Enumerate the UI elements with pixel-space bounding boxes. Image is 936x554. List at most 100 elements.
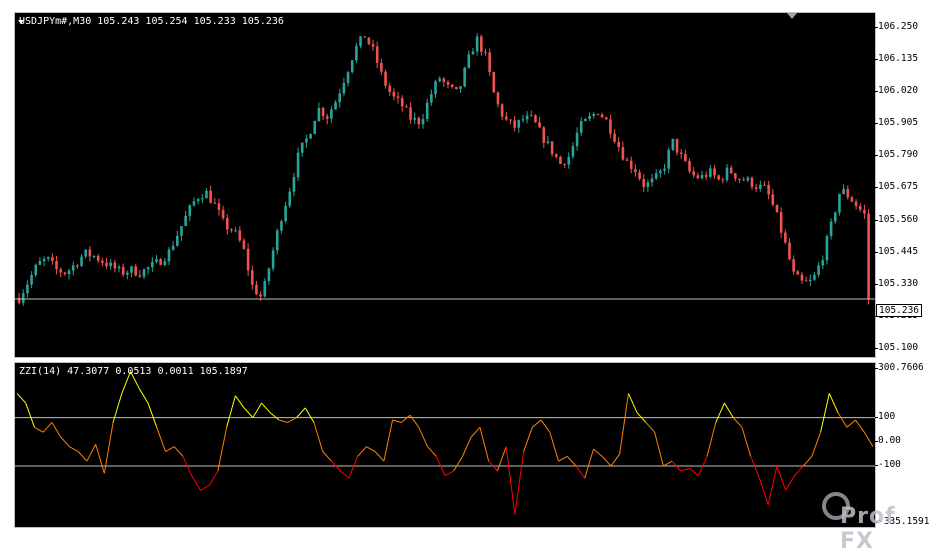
candle-body: [121, 266, 125, 275]
candle-body: [80, 256, 83, 266]
price-axis[interactable]: 106.250 106.135 106.020 105.905 105.790 105.6…: [874, 12, 936, 358]
candle-body: [808, 279, 812, 282]
candle-body: [796, 271, 800, 275]
candle-body: [159, 259, 162, 265]
candle-body: [754, 187, 758, 189]
candle-body: [525, 115, 529, 120]
zzi-line-segment: [680, 467, 690, 472]
candle-body: [325, 116, 329, 119]
indicator-panel[interactable]: ZZI(14) 47.3077 0.0513 0.0011 105.1897: [14, 362, 877, 528]
candle-body: [804, 280, 808, 282]
candle-body: [63, 272, 67, 275]
candle-body: [596, 114, 600, 116]
candle-body: [654, 173, 658, 179]
candle-body: [434, 81, 437, 95]
candle-body: [38, 261, 42, 265]
candle-body: [146, 267, 150, 270]
price-tick-label: 105.675: [874, 181, 919, 193]
zzi-line-segment: [584, 448, 594, 479]
candle-body: [517, 120, 521, 128]
zzi-line-segment: [269, 412, 280, 421]
candle-body: [425, 102, 429, 120]
indicator-tick-label: -100: [875, 459, 901, 471]
candle-body: [388, 85, 392, 92]
title-dropdown-icon[interactable]: [18, 20, 24, 24]
zzi-line-segment: [549, 432, 560, 462]
candle-body: [109, 262, 112, 267]
candle-body: [188, 205, 192, 216]
candle-body: [446, 81, 450, 85]
zzi-line-segment: [278, 419, 288, 423]
candle-body: [467, 54, 471, 68]
zzi-line-segment: [776, 465, 787, 491]
zzi-line-segment: [724, 402, 734, 418]
indicator-axis[interactable]: 300.7606 100 0.00 -100 -335.1591: [874, 362, 936, 528]
candle-body: [313, 120, 317, 135]
candle-body: [833, 212, 837, 222]
watermark-text: Prof FX: [840, 504, 896, 554]
candle-body: [300, 142, 304, 153]
zzi-line-segment: [732, 417, 743, 428]
candle-body: [296, 152, 300, 178]
candle-body: [621, 147, 625, 160]
candle-body: [34, 264, 38, 276]
candle-body: [138, 275, 142, 277]
candle-body: [242, 240, 246, 249]
candle-body: [842, 188, 845, 195]
candle-body: [529, 115, 533, 117]
candle-body: [838, 194, 841, 213]
candle-body: [292, 177, 296, 192]
candle-body: [101, 260, 104, 263]
zzi-line-segment: [208, 470, 219, 486]
zzi-line-segment: [479, 427, 490, 462]
candle-body: [176, 235, 179, 246]
candle-body: [342, 83, 346, 94]
candle-body: [142, 269, 146, 277]
zzi-line-segment: [523, 427, 533, 452]
candle-body: [267, 268, 271, 282]
prof-fx-watermark: Prof FX: [812, 490, 936, 554]
candle-body: [513, 120, 516, 128]
candle-body: [492, 72, 496, 93]
candle-body: [471, 51, 475, 55]
candle-body: [634, 169, 637, 173]
candle-body: [405, 106, 408, 108]
candle-body: [413, 117, 416, 120]
candle-body: [538, 122, 541, 128]
candle-body: [829, 221, 833, 237]
candle-body: [55, 261, 58, 270]
zzi-line-segment: [462, 436, 472, 457]
candle-body: [700, 174, 704, 179]
candle-body: [234, 230, 237, 232]
candle-body: [721, 179, 725, 181]
candle-body: [779, 212, 783, 233]
candle-body: [338, 93, 342, 103]
candle-body: [321, 107, 325, 117]
candle-body: [26, 284, 29, 294]
chart-shift-marker-icon[interactable]: [787, 13, 797, 19]
candle-body: [305, 138, 308, 143]
candle-body: [604, 117, 608, 120]
candle-body: [679, 152, 683, 154]
candle-body: [317, 107, 321, 121]
candle-body: [729, 167, 733, 174]
candle-body: [767, 184, 770, 195]
candle-body: [134, 266, 137, 276]
candle-body: [371, 44, 375, 47]
candle-body: [488, 52, 491, 73]
candle-body: [746, 177, 750, 181]
price-tick-label: 105.790: [874, 149, 919, 161]
zzi-line-segment: [173, 446, 184, 457]
candle-body: [21, 293, 25, 303]
price-chart-panel[interactable]: USDJPYm#,M30 105.243 105.254 105.233 105…: [14, 12, 877, 358]
chart-window: USDJPYm#,M30 105.243 105.254 105.233 105…: [14, 12, 936, 554]
zzi-line-segment: [86, 444, 97, 462]
candle-body: [217, 203, 221, 211]
zzi-line-segment: [112, 393, 123, 423]
candle-body: [709, 168, 712, 177]
candle-body: [76, 265, 79, 267]
zzi-line-segment: [60, 436, 70, 448]
candle-body: [629, 160, 633, 170]
candle-body: [84, 249, 88, 257]
candle-body: [534, 115, 537, 123]
